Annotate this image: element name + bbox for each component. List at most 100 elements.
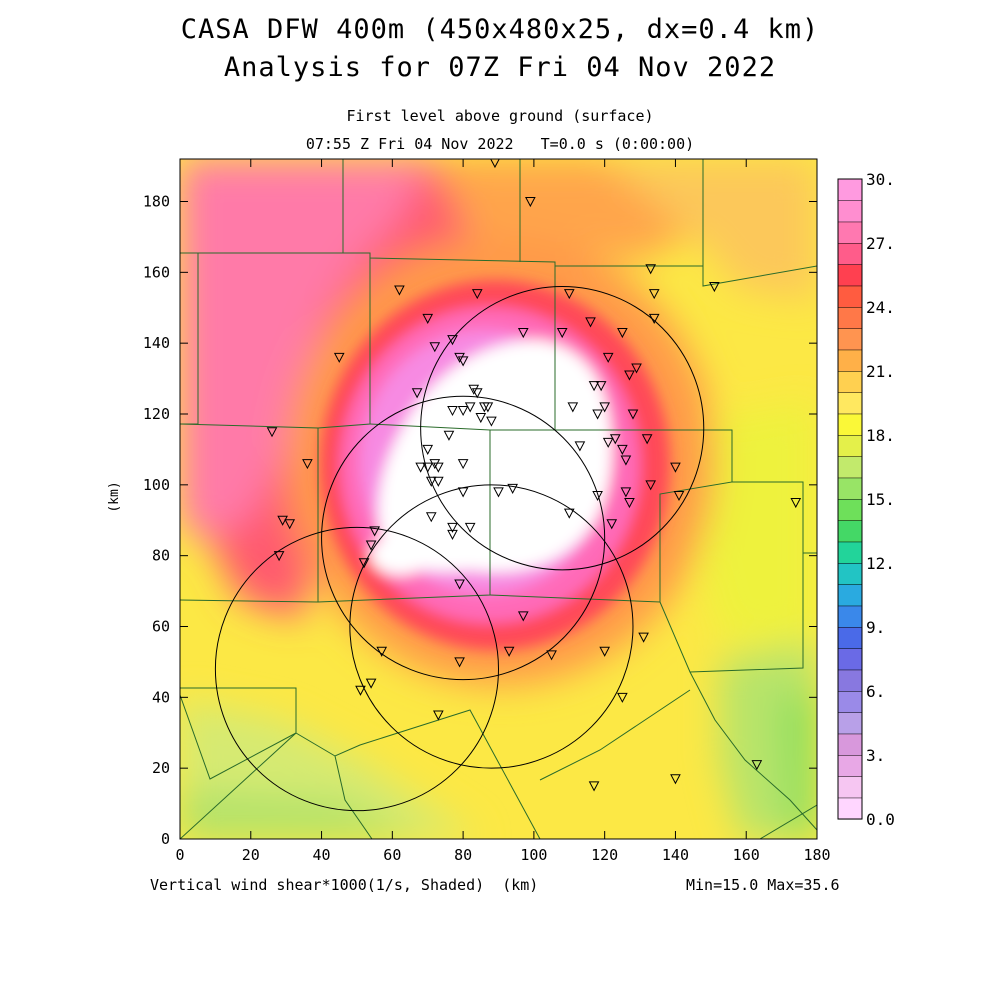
colorbar-swatch (837, 328, 863, 351)
station-marker (266, 427, 278, 438)
station-marker (592, 490, 603, 502)
station-marker (563, 508, 575, 519)
y-tick-label: 60 (152, 618, 170, 636)
colorbar-swatch (837, 200, 863, 223)
colorbar-swatch (837, 648, 863, 671)
station-marker (422, 444, 434, 455)
observation-stations (266, 159, 802, 792)
colorbar-swatch (837, 797, 863, 820)
station-marker (517, 328, 529, 339)
station-marker (415, 462, 426, 473)
colorbar-frame (837, 178, 863, 820)
station-marker (670, 462, 681, 473)
colorbar-swatch (837, 520, 863, 543)
colorbar-swatch (837, 477, 863, 500)
y-tick-label: 160 (143, 263, 170, 281)
station-marker (525, 197, 536, 208)
station-marker (507, 483, 518, 494)
station-marker (433, 476, 444, 487)
station-marker (645, 480, 657, 491)
station-marker (588, 381, 600, 392)
colorbar-label: 24. (866, 298, 895, 317)
station-marker (595, 381, 607, 392)
station-marker (627, 409, 639, 420)
y-tick-label: 20 (152, 759, 170, 777)
station-marker (454, 579, 465, 590)
station-marker (471, 289, 483, 300)
colorbar: 30. 27. 24. 21. 18. 15. 12. 9. 6. 3. 0.0 (837, 170, 895, 829)
colorbar-swatch (837, 498, 863, 521)
station-marker (369, 526, 380, 537)
colorbar-label: 6. (866, 682, 885, 701)
station-marker (567, 402, 579, 413)
station-marker (443, 430, 455, 441)
colorbar-swatch (837, 392, 863, 415)
station-marker (670, 774, 681, 785)
colorbar-label: 3. (866, 746, 885, 765)
x-tick-label: 0 (175, 846, 184, 864)
y-axis-label: (km) (107, 481, 122, 512)
radar-ring-3 (214, 526, 500, 812)
station-marker (517, 611, 529, 622)
colorbar-label: 27. (866, 234, 895, 253)
station-marker (457, 405, 469, 417)
station-marker (376, 646, 388, 657)
region-se-deep-green (780, 690, 817, 839)
colorbar-swatch (837, 285, 863, 308)
x-tick-label: 20 (242, 846, 260, 864)
station-marker (425, 476, 437, 487)
station-marker (358, 558, 370, 569)
chart-title: CASA DFW 400m (450x480x25, dx=0.4 km) (180, 14, 820, 45)
station-marker (599, 646, 610, 657)
radar-ring-2 (420, 286, 705, 571)
county-boundaries (180, 159, 817, 839)
station-marker (617, 328, 628, 339)
station-marker (606, 519, 618, 530)
x-tick-label: 100 (520, 846, 547, 864)
station-marker (617, 692, 628, 703)
station-marker (411, 388, 423, 399)
station-marker (454, 352, 465, 363)
colorbar-swatch (837, 221, 863, 244)
station-marker (429, 459, 441, 470)
station-marker (447, 405, 458, 417)
region-nw-pink (180, 159, 430, 540)
station-marker (599, 402, 610, 413)
station-marker (638, 632, 649, 643)
station-marker (454, 657, 465, 668)
x-tick-label: 180 (803, 846, 830, 864)
region-sw-deep-green (180, 790, 420, 839)
region-ne-yellow-orange (600, 159, 817, 300)
colorbar-label: 21. (866, 362, 895, 381)
station-marker (790, 498, 802, 509)
colorbar-swatch (837, 562, 863, 585)
colorbar-swatch (837, 370, 863, 393)
colorbar-swatch (837, 712, 863, 735)
colorbar-swatch (837, 776, 863, 799)
station-marker (429, 342, 441, 353)
station-marker (302, 459, 313, 470)
station-marker (447, 529, 458, 540)
station-marker (433, 462, 444, 473)
radar-ring-1 (321, 395, 606, 681)
x-tick-label: 140 (662, 846, 689, 864)
station-marker (486, 416, 497, 427)
colorbar-swatch (837, 349, 863, 372)
station-marker (277, 515, 288, 526)
station-marker (588, 781, 600, 792)
station-marker (273, 551, 285, 562)
station-marker (482, 402, 494, 413)
colorbar-label: 9. (866, 618, 885, 637)
colorbar-swatch (837, 434, 863, 457)
station-marker (641, 434, 653, 445)
colorbar-swatch (837, 264, 863, 287)
station-marker (503, 646, 515, 657)
station-marker (493, 487, 504, 498)
plot-frame (179, 158, 818, 840)
station-marker (585, 317, 596, 328)
station-marker (422, 462, 434, 473)
station-marker (709, 282, 720, 293)
station-marker (648, 289, 660, 300)
station-marker (365, 678, 377, 689)
station-marker (468, 384, 480, 395)
